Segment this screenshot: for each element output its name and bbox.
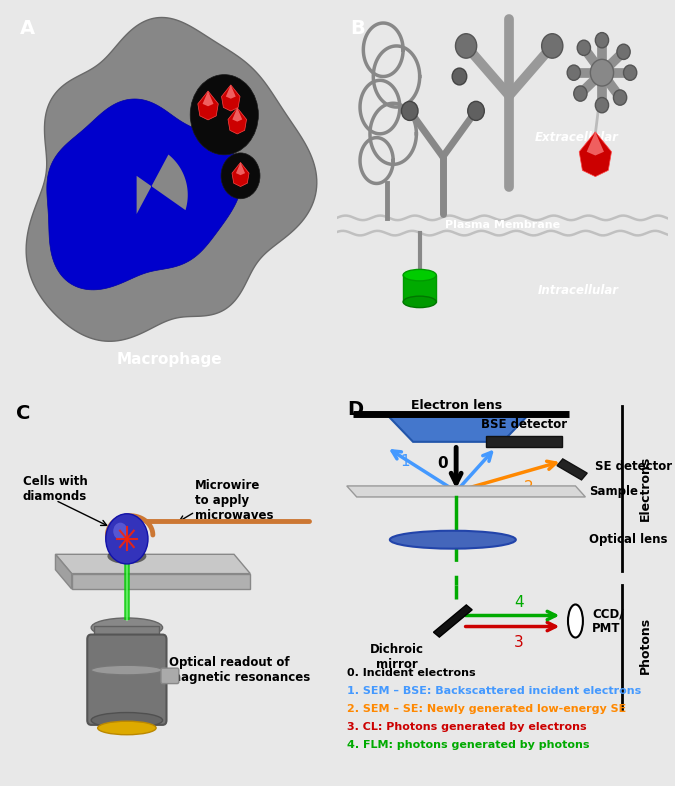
Polygon shape xyxy=(232,108,242,122)
Text: 0: 0 xyxy=(437,457,448,472)
Circle shape xyxy=(574,86,587,101)
Polygon shape xyxy=(232,163,249,186)
Circle shape xyxy=(567,65,580,80)
Circle shape xyxy=(106,514,148,564)
Text: Dichroic
mirror: Dichroic mirror xyxy=(369,643,423,671)
Circle shape xyxy=(452,68,466,85)
Text: Cells with
diamonds: Cells with diamonds xyxy=(23,475,88,503)
Text: 4: 4 xyxy=(514,595,524,610)
Circle shape xyxy=(595,32,609,48)
Text: 2. SEM – SE: Newly generated low-energy SE: 2. SEM – SE: Newly generated low-energy … xyxy=(347,703,626,714)
Text: Macrophage: Macrophage xyxy=(116,351,222,367)
Circle shape xyxy=(591,59,614,86)
Polygon shape xyxy=(198,91,218,120)
Text: SE detector: SE detector xyxy=(595,460,672,473)
Polygon shape xyxy=(228,108,246,134)
Ellipse shape xyxy=(403,270,436,281)
Text: A: A xyxy=(20,19,35,39)
Polygon shape xyxy=(202,91,213,106)
Circle shape xyxy=(402,101,418,120)
Circle shape xyxy=(624,65,637,80)
Polygon shape xyxy=(486,436,562,447)
Polygon shape xyxy=(221,85,240,111)
Ellipse shape xyxy=(390,531,516,549)
Ellipse shape xyxy=(98,722,156,735)
Circle shape xyxy=(614,90,626,105)
Polygon shape xyxy=(55,554,250,574)
Polygon shape xyxy=(557,459,587,480)
Polygon shape xyxy=(236,163,245,175)
Polygon shape xyxy=(226,85,236,99)
Ellipse shape xyxy=(403,296,436,307)
Text: Photons: Photons xyxy=(639,617,651,674)
Text: Plasma Membrane: Plasma Membrane xyxy=(445,221,560,230)
Ellipse shape xyxy=(568,604,583,637)
Circle shape xyxy=(541,34,563,58)
Polygon shape xyxy=(387,414,529,442)
Text: Electron lens: Electron lens xyxy=(410,399,502,413)
Text: Electrons: Electrons xyxy=(639,456,651,521)
Text: 1: 1 xyxy=(400,454,410,468)
Ellipse shape xyxy=(91,665,163,675)
Ellipse shape xyxy=(91,713,163,728)
Text: C: C xyxy=(16,404,31,423)
Ellipse shape xyxy=(107,549,146,564)
Text: 2: 2 xyxy=(524,480,534,495)
Text: 3: 3 xyxy=(514,635,524,650)
Ellipse shape xyxy=(91,618,163,637)
Polygon shape xyxy=(55,554,72,589)
FancyBboxPatch shape xyxy=(161,668,179,684)
Text: Intracellular: Intracellular xyxy=(537,284,618,297)
Text: 1. SEM – BSE: Backscattered incident electrons: 1. SEM – BSE: Backscattered incident ele… xyxy=(347,686,641,696)
FancyBboxPatch shape xyxy=(403,275,436,302)
Polygon shape xyxy=(433,605,472,637)
Circle shape xyxy=(595,97,609,113)
Text: Extracellular: Extracellular xyxy=(535,131,618,144)
Circle shape xyxy=(617,44,630,60)
Polygon shape xyxy=(26,17,317,341)
Text: 4. FLM: photons generated by photons: 4. FLM: photons generated by photons xyxy=(347,740,589,750)
Polygon shape xyxy=(47,99,242,290)
FancyBboxPatch shape xyxy=(87,634,167,725)
Circle shape xyxy=(468,101,484,120)
Text: Microwire
to apply
microwaves: Microwire to apply microwaves xyxy=(195,479,273,522)
Circle shape xyxy=(456,34,477,58)
Text: Optical lens: Optical lens xyxy=(589,533,667,546)
Text: 3. CL: Photons generated by electrons: 3. CL: Photons generated by electrons xyxy=(347,722,587,732)
Polygon shape xyxy=(347,486,585,497)
FancyBboxPatch shape xyxy=(95,626,159,641)
Text: D: D xyxy=(347,401,363,420)
Text: 0. Incident electrons: 0. Incident electrons xyxy=(347,668,475,678)
Circle shape xyxy=(190,75,259,155)
Text: B: B xyxy=(350,19,364,39)
Polygon shape xyxy=(72,574,250,589)
Text: Optical readout of
magnetic resonances: Optical readout of magnetic resonances xyxy=(169,656,310,684)
Circle shape xyxy=(221,153,260,199)
Circle shape xyxy=(577,40,591,56)
Circle shape xyxy=(113,523,128,540)
Text: CCD/
PMT: CCD/ PMT xyxy=(592,607,624,635)
Polygon shape xyxy=(587,132,604,156)
Text: Sample: Sample xyxy=(589,485,638,498)
Polygon shape xyxy=(579,132,612,177)
Text: BSE detector: BSE detector xyxy=(481,418,567,431)
Polygon shape xyxy=(136,155,188,214)
